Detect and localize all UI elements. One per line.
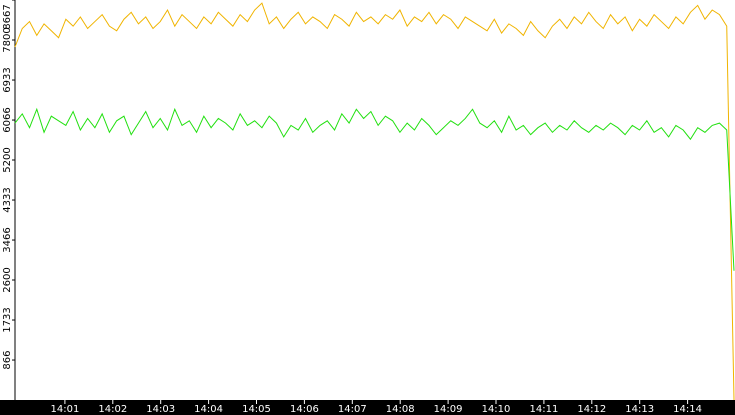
x-tick-label: 14:10 [482, 404, 511, 415]
x-axis-band [0, 400, 735, 415]
y-tick-label: 5200 [2, 147, 13, 172]
series-line [14, 2, 735, 401]
x-tick-label: 14:06 [290, 404, 319, 415]
y-tick-label: 2600 [2, 267, 13, 292]
x-tick-label: 14:01 [50, 404, 79, 415]
x-tick-label: 14:03 [146, 404, 175, 415]
series-line [14, 107, 735, 271]
x-tick-label: 14:14 [673, 404, 702, 415]
y-tick-label: 6066 [2, 107, 13, 132]
x-tick-label: 14:04 [194, 404, 223, 415]
x-tick-label: 14:02 [98, 404, 127, 415]
x-tick-label: 14:07 [338, 404, 367, 415]
y-tick-label: 7800 [2, 27, 13, 52]
x-tick-label: 14:08 [386, 404, 415, 415]
x-tick-label: 14:12 [577, 404, 606, 415]
y-tick-label: 4333 [2, 187, 13, 212]
y-tick-label: 8667 [2, 4, 13, 29]
y-tick-label: 3466 [2, 227, 13, 252]
x-tick-label: 14:11 [529, 404, 558, 415]
x-tick-label: 14:13 [625, 404, 654, 415]
y-tick-label: 6933 [2, 67, 13, 92]
y-tick-label: 1733 [2, 307, 13, 332]
x-tick-label: 14:09 [434, 404, 463, 415]
y-tick-label: 866 [2, 350, 13, 369]
x-tick-label: 14:05 [242, 404, 271, 415]
